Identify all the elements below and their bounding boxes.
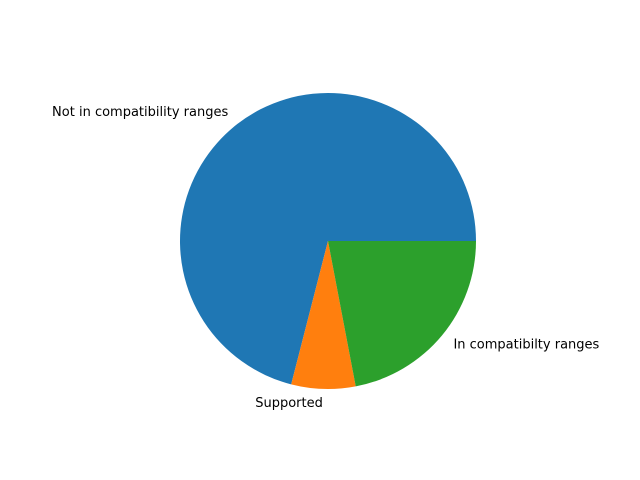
pie-labels: Not in compatibility ranges Supported In c… xyxy=(52,105,599,411)
pie-slice-1 xyxy=(291,241,356,390)
pie-slice-0 xyxy=(180,93,476,385)
pie-slice-label-1: Supported xyxy=(255,396,323,411)
pie-slice-2 xyxy=(328,241,476,387)
pie-slices xyxy=(180,93,476,390)
pie-slice-label-2: In compatibilty ranges xyxy=(453,337,599,352)
pie-slice-label-0: Not in compatibility ranges xyxy=(52,105,228,120)
